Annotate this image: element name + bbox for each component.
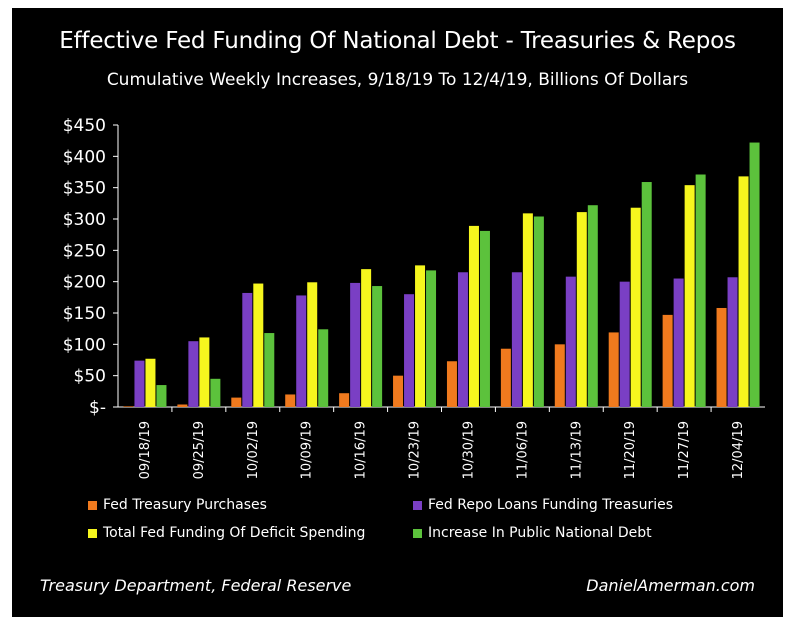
bar-total-fed-funding-of-deficit-spending-12-04-19 — [738, 176, 749, 407]
legend-swatch — [413, 500, 422, 510]
x-tick-label: 11/20/19 — [623, 421, 638, 479]
y-tick-label: $350 — [63, 179, 106, 199]
legend-label: Fed Treasury Purchases — [103, 497, 267, 513]
bar-increase-in-public-national-debt-11-20-19 — [641, 182, 652, 407]
x-tick-label: 10/02/19 — [246, 421, 261, 479]
bar-fed-repo-loans-funding-treasuries-11-13-19 — [565, 276, 576, 407]
bar-fed-repo-loans-funding-treasuries-10-23-19 — [404, 294, 415, 407]
bar-fed-treasury-purchases-10-30-19 — [446, 361, 457, 407]
site-credit: DanielAmerman.com — [586, 576, 755, 595]
bar-total-fed-funding-of-deficit-spending-10-23-19 — [415, 265, 426, 407]
bar-fed-treasury-purchases-11-27-19 — [662, 314, 673, 407]
bar-increase-in-public-national-debt-09-25-19 — [210, 378, 221, 407]
x-tick-label: 11/27/19 — [677, 421, 692, 479]
bar-increase-in-public-national-debt-11-27-19 — [695, 174, 706, 407]
bar-increase-in-public-national-debt-09-18-19 — [156, 385, 167, 407]
y-tick-label: $50 — [74, 367, 106, 387]
legend-swatch — [413, 528, 422, 538]
bar-increase-in-public-national-debt-10-23-19 — [426, 270, 437, 407]
legend-item-increase-public-debt: Increase In Public National Debt — [413, 525, 652, 541]
bar-total-fed-funding-of-deficit-spending-11-06-19 — [522, 213, 533, 407]
bar-total-fed-funding-of-deficit-spending-11-20-19 — [630, 207, 641, 407]
legend-label: Increase In Public National Debt — [428, 525, 652, 541]
bar-total-fed-funding-of-deficit-spending-09-18-19 — [145, 358, 156, 407]
bar-total-fed-funding-of-deficit-spending-11-27-19 — [684, 185, 695, 407]
bar-total-fed-funding-of-deficit-spending-10-02-19 — [253, 283, 264, 407]
legend-item-total-fed-funding: Total Fed Funding Of Deficit Spending — [88, 525, 365, 541]
bar-fed-repo-loans-funding-treasuries-11-27-19 — [673, 278, 684, 407]
bar-total-fed-funding-of-deficit-spending-09-25-19 — [199, 337, 210, 407]
bar-fed-treasury-purchases-10-23-19 — [393, 375, 404, 407]
x-tick-label: 09/18/19 — [138, 421, 153, 479]
legend-item-fed-treasury-purchases: Fed Treasury Purchases — [88, 497, 267, 513]
legend-item-fed-repo-loans: Fed Repo Loans Funding Treasuries — [413, 497, 673, 513]
x-tick-label: 10/30/19 — [461, 421, 476, 479]
bar-fed-treasury-purchases-09-25-19 — [177, 404, 188, 407]
bar-fed-repo-loans-funding-treasuries-09-18-19 — [134, 360, 145, 407]
bar-total-fed-funding-of-deficit-spending-10-30-19 — [468, 225, 479, 407]
bar-increase-in-public-national-debt-12-04-19 — [749, 142, 760, 407]
bar-total-fed-funding-of-deficit-spending-10-16-19 — [361, 269, 372, 407]
x-tick-label: 10/23/19 — [408, 421, 423, 479]
y-tick-label: $450 — [63, 116, 106, 136]
bar-increase-in-public-national-debt-10-09-19 — [318, 329, 329, 407]
legend-swatch — [88, 528, 97, 538]
bar-fed-treasury-purchases-09-18-19 — [123, 406, 134, 407]
x-tick-label: 09/25/19 — [192, 421, 207, 479]
x-tick-label: 11/13/19 — [569, 421, 584, 479]
bar-fed-repo-loans-funding-treasuries-10-16-19 — [350, 282, 361, 407]
bar-fed-repo-loans-funding-treasuries-12-04-19 — [727, 277, 738, 407]
x-tick-label: 10/16/19 — [354, 421, 369, 479]
bar-fed-repo-loans-funding-treasuries-09-25-19 — [188, 341, 199, 407]
bar-fed-treasury-purchases-10-02-19 — [231, 397, 242, 407]
bar-fed-repo-loans-funding-treasuries-11-06-19 — [511, 272, 522, 407]
x-tick-label: 12/04/19 — [731, 421, 746, 479]
bar-fed-repo-loans-funding-treasuries-10-30-19 — [457, 272, 468, 407]
bar-increase-in-public-national-debt-10-30-19 — [479, 230, 490, 407]
y-tick-label: $200 — [63, 273, 106, 293]
bar-increase-in-public-national-debt-10-02-19 — [264, 333, 275, 407]
y-tick-label: $100 — [63, 335, 106, 355]
y-tick-label: $- — [89, 398, 106, 418]
bar-fed-repo-loans-funding-treasuries-11-20-19 — [619, 281, 630, 407]
x-tick-label: 11/06/19 — [515, 421, 530, 479]
y-tick-label: $150 — [63, 304, 106, 324]
chart-frame — [12, 8, 783, 617]
legend-swatch — [88, 500, 97, 510]
bar-fed-treasury-purchases-11-13-19 — [554, 344, 565, 407]
y-tick-label: $400 — [63, 147, 106, 167]
bar-fed-treasury-purchases-10-09-19 — [285, 394, 296, 407]
legend-label: Total Fed Funding Of Deficit Spending — [103, 525, 366, 541]
y-tick-label: $250 — [63, 241, 106, 261]
bar-total-fed-funding-of-deficit-spending-10-09-19 — [307, 282, 318, 407]
bar-total-fed-funding-of-deficit-spending-11-13-19 — [576, 212, 587, 407]
bar-fed-treasury-purchases-11-06-19 — [500, 348, 511, 407]
legend-label: Fed Repo Loans Funding Treasuries — [428, 497, 674, 513]
bar-fed-treasury-purchases-10-16-19 — [339, 393, 350, 407]
x-tick-label: 10/09/19 — [300, 421, 315, 479]
y-tick-label: $300 — [63, 210, 106, 230]
bar-fed-repo-loans-funding-treasuries-10-02-19 — [242, 292, 253, 407]
bar-increase-in-public-national-debt-11-06-19 — [533, 216, 544, 407]
bar-fed-repo-loans-funding-treasuries-10-09-19 — [296, 295, 307, 407]
chart-title: Effective Fed Funding Of National Debt -… — [59, 28, 736, 54]
source-note: Treasury Department, Federal Reserve — [40, 576, 352, 595]
bar-fed-treasury-purchases-12-04-19 — [716, 307, 727, 407]
bar-increase-in-public-national-debt-11-13-19 — [587, 205, 598, 407]
bar-fed-treasury-purchases-11-20-19 — [608, 332, 619, 407]
bar-increase-in-public-national-debt-10-16-19 — [372, 286, 383, 407]
chart-subtitle: Cumulative Weekly Increases, 9/18/19 To … — [106, 70, 689, 90]
